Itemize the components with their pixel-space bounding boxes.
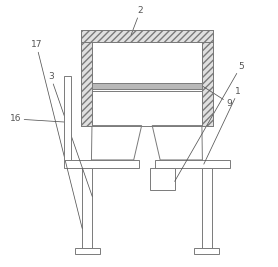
Bar [153,163,159,168]
Bar [82,168,92,248]
Bar [92,83,202,89]
Text: 5: 5 [175,62,244,181]
Text: 3: 3 [48,72,92,197]
Text: 1: 1 [204,87,241,164]
Text: 17: 17 [31,41,82,229]
Bar [81,42,92,125]
Bar [81,30,213,42]
Bar [202,42,213,125]
Text: 9: 9 [202,86,232,108]
Bar [150,168,175,190]
Bar [194,248,219,254]
Polygon shape [91,125,142,160]
Bar [64,160,139,168]
Bar [202,168,212,248]
Text: 2: 2 [131,6,143,35]
Bar [81,30,213,125]
Polygon shape [152,125,202,160]
Bar [75,248,100,254]
Text: 16: 16 [10,115,67,123]
Bar [155,160,230,168]
Bar [64,76,71,160]
